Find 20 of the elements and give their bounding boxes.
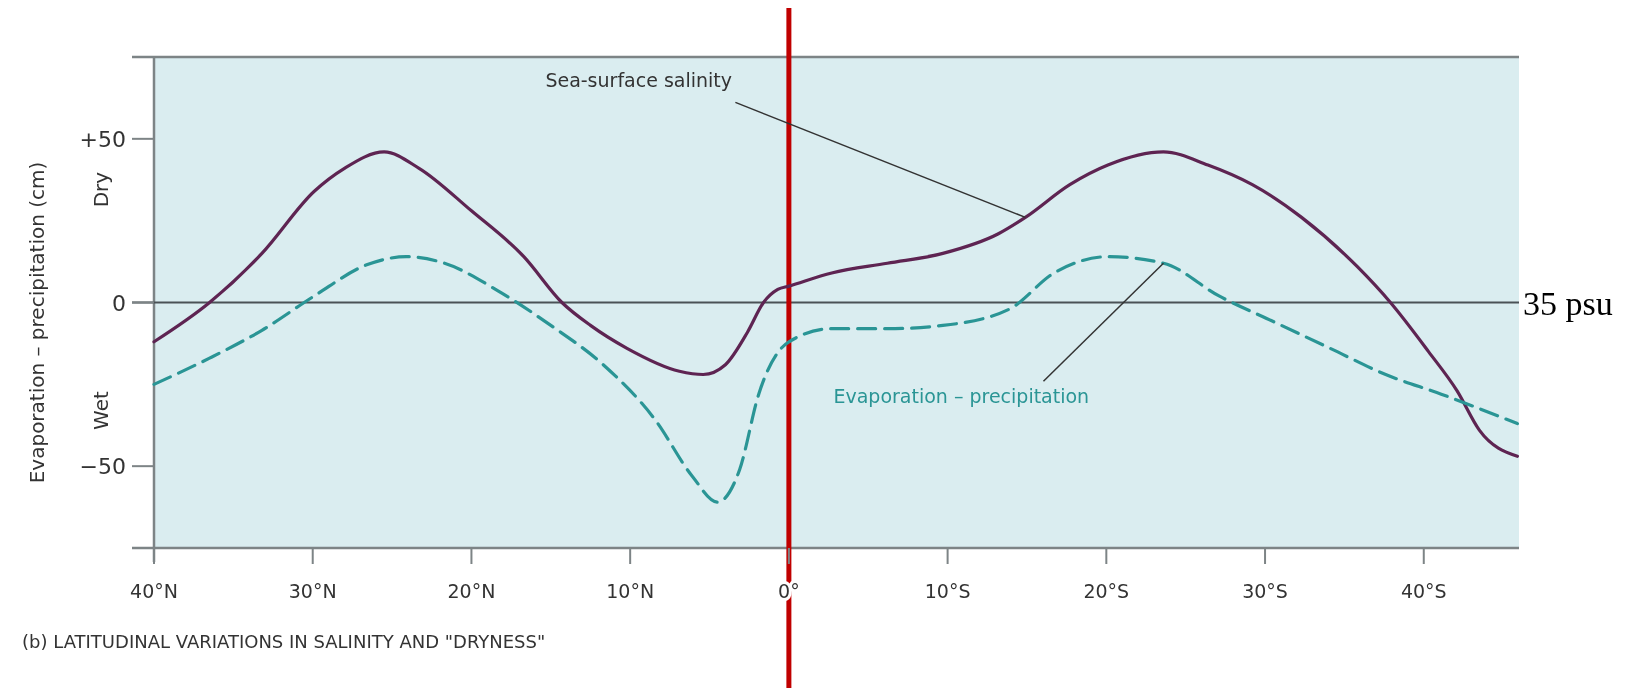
x-tick-label: 20°N <box>447 580 496 602</box>
x-tick-label: 30°S <box>1242 580 1288 602</box>
x-tick-label: 40°S <box>1400 580 1447 602</box>
x-tick-label: 10°N <box>606 580 655 602</box>
y-tick-label: 0 <box>112 290 126 316</box>
line-series <box>152 255 1520 504</box>
x-tick-label: 10°S <box>924 580 971 602</box>
x-tick-label: 40°N <box>130 580 178 602</box>
x-tick-label: 30°N <box>288 580 337 602</box>
ref-line-label: 35 psu <box>1523 284 1613 322</box>
text: Evaporation – precipitation <box>833 385 1090 408</box>
y-axis-title: Evaporation – precipitation (cm) <box>25 161 49 484</box>
text: Dry <box>89 171 113 208</box>
y-tick-label: −50 <box>79 454 126 480</box>
line-series <box>152 150 1520 458</box>
y-tick-label: +50 <box>79 126 126 152</box>
text: (b) LATITUDINAL VARIATIONS IN SALINITY AND "DRYNESS" <box>22 631 546 652</box>
x-tick-label: 20°S <box>1083 580 1130 602</box>
text: Sea-surface salinity <box>545 69 732 92</box>
text: Wet <box>89 390 113 430</box>
